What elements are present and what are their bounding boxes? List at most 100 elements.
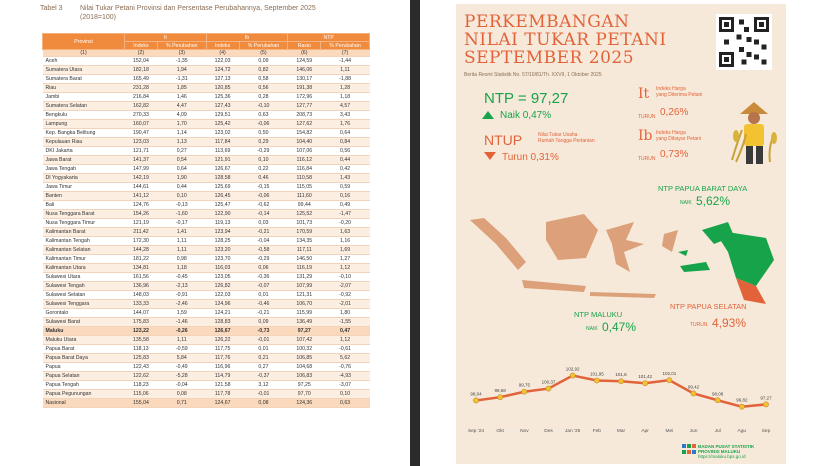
value-cell: 122,03 (206, 56, 240, 66)
index-cell: (4) (206, 49, 240, 57)
value-cell: 0,64 (320, 128, 370, 138)
value-cell: 0,09 (239, 56, 288, 66)
value-cell: 0,49 (320, 200, 370, 210)
value-cell: 125,47 (206, 200, 240, 210)
table-row: Kalimantan Barat 211,42 1,41 123,94 -0,21 170… (42, 227, 370, 237)
table-row: Sumatera Barat 165,49 -1,31 127,13 0,58 130,1… (42, 74, 370, 84)
value-cell: 0,10 (157, 191, 207, 201)
value-cell: 144,61 (124, 182, 158, 192)
index-cell: (2) (124, 49, 158, 57)
value-cell: 129,51 (206, 110, 240, 120)
value-cell: 1,85 (157, 83, 207, 93)
value-cell: 5,84 (157, 353, 207, 363)
value-cell: 125,83 (124, 353, 158, 363)
table-row: Banten 141,12 0,10 126,45 -0,06 111,60 0,16 (42, 191, 370, 201)
province-cell: Sulawesi Barat (42, 317, 125, 327)
value-cell: 114,79 (206, 371, 240, 381)
value-cell: 190,47 (124, 128, 158, 138)
table-row: Kalimantan Tengah 172,30 1,11 128,25 -0,04 13… (42, 236, 370, 246)
data-point (738, 403, 745, 410)
value-cell: -0,07 (239, 281, 288, 291)
province-cell: Jawa Tengah (42, 164, 125, 174)
value-cell: 125,36 (206, 92, 240, 102)
province-cell: Papua Tengah (42, 380, 125, 390)
value-cell: 0,98 (157, 254, 207, 264)
col-ib: Ib (205, 33, 289, 42)
value-cell: 118,23 (124, 380, 158, 390)
value-cell: 121,91 (206, 155, 240, 165)
value-cell: 121,71 (124, 146, 158, 156)
value-cell: 1,13 (157, 137, 207, 147)
value-cell: 1,76 (320, 119, 370, 129)
ntup-desc-line-1: Nilai Tukar Usaha (538, 132, 578, 138)
value-cell: 121,19 (124, 218, 158, 228)
value-cell: 1,18 (157, 263, 207, 273)
data-point (666, 377, 673, 384)
province-cell: Kepulauan Riau (42, 137, 125, 147)
province-cell: DKI Jakarta (42, 146, 125, 156)
value-cell: -0,37 (239, 371, 288, 381)
value-cell: 175,83 (124, 317, 158, 327)
col-it-indeks: Indeks (124, 41, 158, 50)
value-cell: 0,06 (239, 263, 288, 273)
value-cell: 4,47 (157, 101, 207, 111)
value-cell: -4,93 (320, 371, 370, 381)
value-cell: 0,50 (239, 128, 288, 138)
table-row: DKI Jakarta 121,71 0,27 113,69 -0,29 107,06 0,… (42, 146, 370, 156)
value-cell: 152,04 (124, 56, 158, 66)
value-cell: 0,58 (239, 74, 288, 84)
value-cell: 133,33 (124, 299, 158, 309)
bps-footer: BADAN PUSAT STATISTIK PROVINSI MALUKU ht… (698, 444, 754, 459)
value-cell: 0,08 (157, 389, 207, 399)
value-cell: 0,08 (239, 398, 288, 408)
x-tick-label: Jun (690, 428, 698, 434)
table-row: DI Yogyakarta 142,19 1,90 128,58 0,46 110,58 1… (42, 173, 370, 183)
page-gutter (410, 0, 420, 466)
table-row: Aceh 152,04 -1,35 122,03 0,09 124,59 -1,44 (42, 56, 370, 66)
table-header-row: Provinsi It Ib NTP (42, 33, 370, 50)
value-cell: 0,56 (320, 146, 370, 156)
value-cell: 135,58 (124, 335, 158, 345)
col-ntp-pct: % Perubahan (320, 41, 370, 50)
province-cell: Jawa Barat (42, 155, 125, 165)
province-cell: Sumatera Selatan (42, 101, 125, 111)
table-row: Nusa Tenggara Barat 154,26 -1,60 122,90 -0,1… (42, 209, 370, 219)
value-cell: 1,46 (157, 92, 207, 102)
x-tick-label: Jul (715, 428, 721, 434)
callout-papua-barat-daya-label: NTP PAPUA BARAT DAYA (658, 184, 748, 193)
table-row: Gorontalo 144,07 1,59 124,21 -0,21 115,99 1,80 (42, 308, 370, 318)
value-cell: 1,41 (157, 227, 207, 237)
value-cell: 97,70 (287, 389, 321, 399)
province-cell: Papua Barat (42, 344, 125, 354)
value-cell: -2,46 (157, 299, 207, 309)
data-label: 101,95 (590, 371, 604, 376)
ib-desc-line-1: Indeks Harga (656, 130, 686, 136)
value-cell: 1,94 (157, 65, 207, 75)
table-row: Papua Barat 118,13 -0,59 117,75 0,01 100,32 -0… (42, 344, 370, 354)
table-row: Sumatera Utara 182,18 1,94 124,72 0,82 146,06… (42, 65, 370, 75)
value-cell: 118,13 (124, 344, 158, 354)
col-ib-indeks: Indeks (205, 41, 240, 50)
province-cell: Kalimantan Tengah (42, 236, 125, 246)
table-row: Maluku 123,22 -0,26 126,67 -0,73 97,27 0,47 (42, 326, 370, 336)
value-cell: 136,49 (287, 317, 321, 327)
value-cell: -2,13 (157, 281, 207, 291)
down-arrow-icon (484, 152, 496, 160)
value-cell: -0,49 (157, 362, 207, 372)
right-page: PERKEMBANGAN NILAI TUKAR PETANI SEPTEMBE… (420, 0, 830, 466)
value-cell: 0,01 (239, 344, 288, 354)
value-cell: 106,70 (287, 299, 321, 309)
value-cell: -0,45 (157, 272, 207, 282)
ib-direction: TURUN (638, 156, 656, 162)
ntp-trend-chart: 98,04 Sep '24 98,68 Okt 99,75 Nov 100,37 Des 102… (468, 367, 772, 434)
value-cell: 0,03 (239, 218, 288, 228)
value-cell: 116,12 (287, 155, 321, 165)
x-tick-label: Nov (520, 428, 529, 434)
bps-logo-icon (682, 444, 696, 454)
value-cell: -0,62 (239, 200, 288, 210)
value-cell: 1,63 (320, 227, 370, 237)
value-cell: 154,82 (287, 128, 321, 138)
value-cell: -3,07 (320, 380, 370, 390)
value-cell: 116,84 (287, 164, 321, 174)
value-cell: 121,31 (287, 290, 321, 300)
